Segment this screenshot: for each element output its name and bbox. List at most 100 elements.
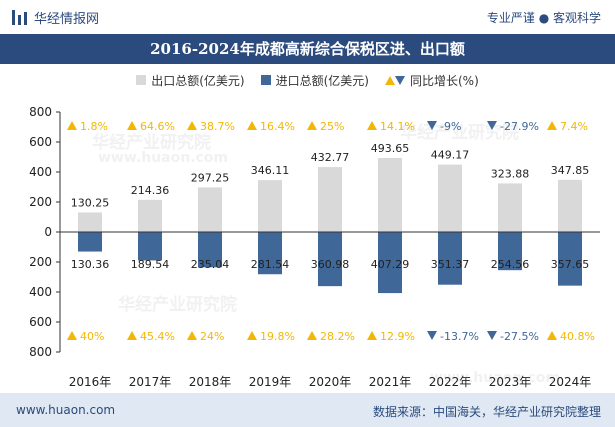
watermark: 华经产业研究院 [118, 295, 237, 315]
export-bar [558, 179, 582, 232]
chart-area: 800 600 400 200 0 200 400 600 800 130.25 130.36 201… [29, 105, 600, 389]
import-bar [138, 232, 162, 261]
export-value-label: 493.65 [371, 142, 410, 155]
import-bar [378, 232, 402, 294]
y-tick-label: 0 [44, 225, 52, 239]
triangle-up-icon [127, 121, 137, 130]
import-growth-label: 40% [80, 330, 104, 343]
export-growth-label: 7.4% [560, 120, 588, 133]
triangle-up-icon [187, 121, 197, 130]
export-bar [318, 167, 342, 232]
watermark: 华经产业研究院 [92, 133, 211, 153]
import-bar [78, 232, 102, 252]
export-bar [138, 199, 162, 232]
x-tick-label: 2024年 [549, 375, 592, 389]
triangle-down-icon [394, 75, 405, 85]
y-tick-label: 800 [29, 105, 52, 119]
export-bar [498, 183, 522, 232]
import-bar [258, 232, 282, 275]
triangle-up-icon [307, 331, 317, 340]
export-value-label: 346.11 [251, 164, 290, 177]
x-tick-label: 2019年 [249, 375, 292, 389]
export-value-label: 323.88 [491, 167, 530, 180]
legend-export[interactable]: 出口总额(亿美元) [136, 72, 245, 89]
triangle-up-icon [384, 75, 395, 85]
import-value-label: 351.37 [431, 258, 470, 271]
triangle-down-icon [427, 331, 437, 340]
legend: 出口总额(亿美元) 进口总额(亿美元) 同比增长(%) [0, 70, 615, 90]
export-growth-label: 14.1% [380, 120, 415, 133]
legend-import-label: 进口总额(亿美元) [275, 73, 369, 88]
triangle-up-icon [367, 331, 377, 340]
y-tick-label: 600 [29, 315, 52, 329]
y-tick-label: 600 [29, 135, 52, 149]
watermark: www.huaon.com [430, 370, 561, 386]
footer-source: 数据来源：中国海关，华经产业研究院整理 [372, 405, 601, 419]
x-tick-label: 2021年 [369, 375, 412, 389]
export-value-label: 297.25 [191, 171, 230, 184]
import-growth-label: 45.4% [140, 330, 175, 343]
triangle-up-icon [247, 121, 257, 130]
footer-url[interactable]: www.huaon.com [16, 403, 116, 417]
export-growth-label: 1.8% [80, 120, 108, 133]
legend-growth-label: 同比增长(%) [409, 73, 479, 88]
import-value-label: 235.04 [191, 258, 230, 271]
y-tick-label: 200 [29, 255, 52, 269]
triangle-up-icon [547, 121, 557, 130]
export-bar [198, 187, 222, 232]
import-bar [318, 232, 342, 287]
y-tick-label: 400 [29, 285, 52, 299]
triangle-up-icon [67, 121, 77, 130]
triangle-down-icon [487, 121, 497, 130]
triangle-up-icon [67, 331, 77, 340]
x-tick-label: 2017年 [129, 375, 172, 389]
triangle-up-icon [187, 331, 197, 340]
export-growth-label: -27.9% [500, 120, 539, 133]
triangle-up-icon [547, 331, 557, 340]
import-growth-label: 40.8% [560, 330, 595, 343]
legend-import[interactable]: 进口总额(亿美元) [260, 72, 369, 89]
triangle-up-icon [127, 331, 137, 340]
import-growth-label: 19.8% [260, 330, 295, 343]
bar-chart-icon [12, 10, 28, 25]
export-bar [258, 180, 282, 232]
export-value-label: 449.17 [431, 149, 470, 162]
export-growth-label: 16.4% [260, 120, 295, 133]
export-value-label: 214.36 [131, 184, 170, 197]
import-value-label: 281.54 [251, 258, 290, 271]
import-value-label: 360.98 [311, 258, 350, 271]
legend-growth[interactable]: 同比增长(%) [384, 72, 479, 89]
import-growth-label: 12.9% [380, 330, 415, 343]
top-bar: 华经情报网 专业严谨 ● 客观科学 [0, 0, 615, 34]
export-value-label: 432.77 [311, 151, 350, 164]
import-growth-label: 28.2% [320, 330, 355, 343]
legend-export-label: 出口总额(亿美元) [151, 73, 245, 88]
export-growth-label: 38.7% [200, 120, 235, 133]
y-tick-label: 800 [29, 345, 52, 359]
watermark: 华经产业研究院 [400, 123, 519, 143]
y-tick-label: 400 [29, 165, 52, 179]
x-tick-label: 2023年 [489, 375, 532, 389]
export-bar [438, 164, 462, 232]
triangle-down-icon [487, 331, 497, 340]
triangle-up-icon [247, 331, 257, 340]
watermark: www.huaon.com [98, 150, 229, 166]
import-value-label: 130.36 [71, 258, 110, 271]
y-tick-label: 200 [29, 195, 52, 209]
chart-title: 2016-2024年成都高新综合保税区进、出口额 [0, 34, 615, 64]
import-growth-label: 24% [200, 330, 224, 343]
import-growth-label: -27.5% [500, 330, 539, 343]
import-value-label: 189.54 [131, 258, 170, 271]
footer: www.huaon.com 数据来源：中国海关，华经产业研究院整理 [0, 393, 615, 427]
export-value-label: 130.25 [71, 196, 110, 209]
x-tick-label: 2018年 [189, 375, 232, 389]
triangle-up-icon [367, 121, 377, 130]
export-growth-label: 64.6% [140, 120, 175, 133]
export-bar [78, 212, 102, 232]
export-bar [378, 157, 402, 232]
x-tick-label: 2022年 [429, 375, 472, 389]
brand[interactable]: 华经情报网 [12, 8, 99, 27]
triangle-down-icon [427, 121, 437, 130]
tagline: 专业严谨 ● 客观科学 [486, 11, 601, 25]
import-bar [558, 232, 582, 286]
